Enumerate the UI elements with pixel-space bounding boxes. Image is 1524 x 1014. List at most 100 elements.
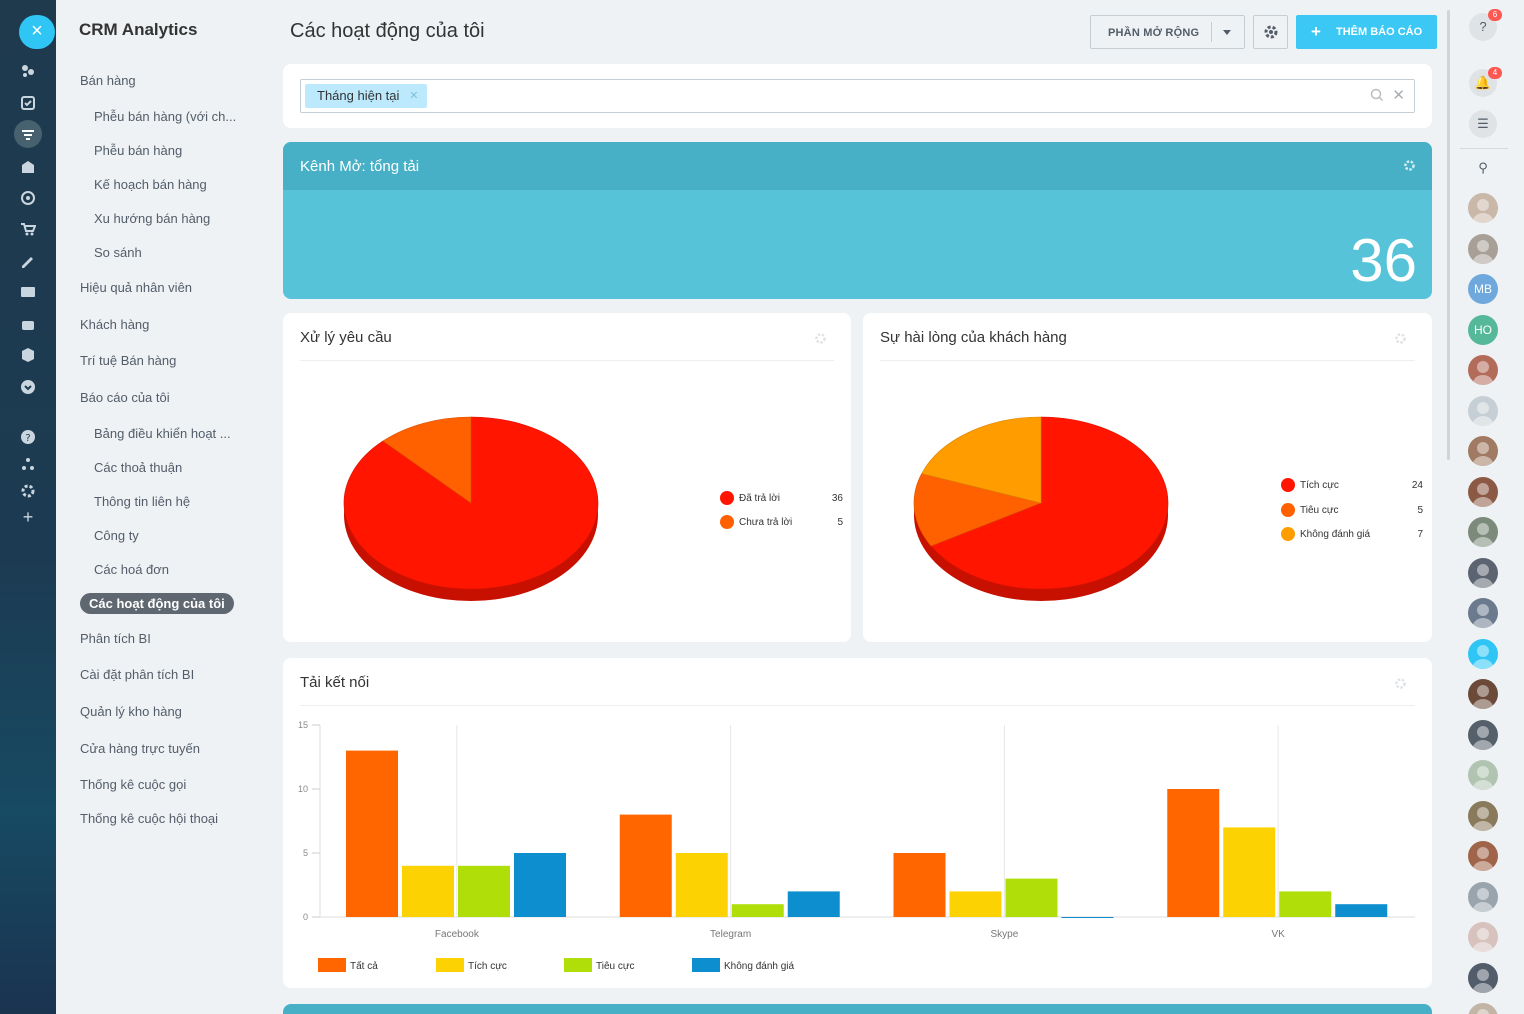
avatar[interactable]	[1468, 355, 1498, 385]
avatar[interactable]	[1468, 557, 1498, 588]
avatar[interactable]	[1468, 638, 1498, 669]
gear-icon[interactable]	[1403, 159, 1416, 172]
search-icon[interactable]	[1370, 88, 1384, 102]
menu-item-contacts[interactable]: Thông tin liên hệ	[94, 494, 191, 509]
filter-chip[interactable]: Tháng hiện tại ✕	[305, 84, 428, 108]
avatar[interactable]	[1468, 476, 1498, 507]
bar[interactable]	[949, 891, 1002, 917]
menu-item-employee-efficiency[interactable]: Hiệu quả nhân viên	[80, 280, 193, 295]
bar[interactable]	[731, 904, 784, 917]
menu-item-bi-analytics[interactable]: Phân tích BI	[80, 631, 151, 646]
gear-icon[interactable]	[1394, 677, 1407, 690]
menu-item-my-reports[interactable]: Báo cáo của tôi	[80, 390, 170, 405]
avatar[interactable]	[1468, 719, 1498, 750]
menu-item-companies[interactable]: Công ty	[94, 528, 139, 543]
bar[interactable]	[1223, 827, 1276, 917]
avatar[interactable]	[1468, 800, 1498, 831]
clear-icon[interactable]: ✕	[1392, 87, 1405, 104]
menu-item-sales-funnel[interactable]: Phễu bán hàng	[94, 143, 183, 158]
close-icon[interactable]: ✕	[409, 90, 419, 102]
bar[interactable]	[458, 865, 510, 917]
sign-icon[interactable]	[18, 250, 38, 270]
gear-icon[interactable]	[1394, 332, 1407, 345]
menu-item-online-store[interactable]: Cửa hàng trực tuyến	[80, 741, 201, 756]
avatar[interactable]	[1468, 598, 1498, 628]
add-icon[interactable]: +	[22, 507, 34, 527]
avatar[interactable]	[1468, 233, 1498, 264]
menu-item-call-stats[interactable]: Thống kê cuộc gọi	[80, 777, 187, 792]
menu-item-activity-dashboard[interactable]: Bảng điều khiển hoạt ...	[94, 426, 231, 441]
contact-card-icon[interactable]	[18, 281, 38, 301]
structure-icon[interactable]	[18, 453, 38, 473]
menu-item-my-activities[interactable]: Các hoạt động của tôi	[80, 593, 234, 614]
avatar[interactable]	[1468, 395, 1498, 426]
bar[interactable]	[346, 750, 398, 917]
avatar[interactable]	[1468, 881, 1498, 912]
menu-item-sales-plan[interactable]: Kế hoạch bán hàng	[94, 177, 207, 192]
bar[interactable]	[1279, 891, 1332, 917]
pie-slice[interactable]	[930, 416, 1169, 590]
pie-slice[interactable]	[913, 473, 1042, 547]
pie-slice[interactable]	[382, 416, 472, 504]
menu-item-customers[interactable]: Khách hàng	[80, 317, 150, 332]
extension-button[interactable]: PHẦN MỞ RỘNG	[1090, 15, 1245, 49]
avatar[interactable]	[1468, 193, 1498, 223]
menu-item-conversation-stats[interactable]: Thống kê cuộc hội thoại	[80, 811, 219, 826]
menu-item-inventory[interactable]: Quản lý kho hàng	[80, 704, 182, 719]
avatar[interactable]	[1468, 1003, 1498, 1014]
avatar[interactable]	[1468, 436, 1498, 466]
add-report-button[interactable]: + THÊM BÁO CÁO	[1296, 15, 1437, 49]
menu-item-sales-trends[interactable]: Xu hướng bán hàng	[94, 211, 211, 226]
target-icon[interactable]	[18, 187, 38, 207]
menu-item-sales[interactable]: Bán hàng	[80, 73, 136, 88]
avatar[interactable]	[1468, 679, 1498, 709]
bar[interactable]	[1335, 904, 1388, 917]
legend-swatch	[436, 958, 464, 972]
crm-filter-icon[interactable]	[14, 120, 42, 148]
bar[interactable]	[619, 814, 672, 917]
avatar[interactable]: MB	[1468, 274, 1498, 304]
bar[interactable]	[893, 853, 946, 917]
search-icon[interactable]: ⚲	[1478, 160, 1488, 175]
chevron-down-icon[interactable]	[1223, 30, 1231, 35]
scrollbar[interactable]	[1447, 10, 1450, 460]
chat-icon[interactable]: ☰	[1469, 110, 1497, 138]
tasks-icon[interactable]	[18, 92, 38, 112]
settings-button[interactable]	[1253, 15, 1288, 49]
close-icon[interactable]: ×	[19, 15, 55, 49]
bar[interactable]	[675, 853, 728, 917]
legend-value: 5	[837, 517, 843, 528]
robot-icon[interactable]	[18, 313, 38, 333]
settings-icon[interactable]	[18, 480, 38, 500]
filter-search-input[interactable]: Tháng hiện tại ✕ ✕	[300, 79, 1415, 113]
gear-icon[interactable]	[814, 332, 827, 345]
avatar[interactable]	[1468, 517, 1498, 547]
bar[interactable]	[402, 865, 454, 917]
person-icon	[1472, 725, 1494, 750]
bar[interactable]	[514, 853, 566, 917]
legend-swatch	[692, 958, 720, 972]
cart-icon[interactable]	[18, 218, 38, 238]
activity-stream-icon[interactable]	[18, 60, 38, 80]
bar[interactable]	[1061, 917, 1114, 918]
company-icon[interactable]	[18, 156, 38, 176]
chevron-down-circle-icon[interactable]	[18, 376, 38, 396]
menu-item-sales-intelligence[interactable]: Trí tuệ Bán hàng	[80, 353, 177, 368]
avatar[interactable]	[1468, 841, 1498, 871]
menu-item-invoices[interactable]: Các hoá đơn	[94, 562, 170, 577]
bar[interactable]	[787, 891, 840, 917]
box-icon[interactable]	[18, 344, 38, 364]
bar[interactable]	[1167, 789, 1220, 917]
menu-item-compare[interactable]: So sánh	[94, 245, 142, 260]
legend-swatch	[318, 958, 346, 972]
avatar[interactable]	[1468, 922, 1498, 952]
avatar[interactable]: HO	[1468, 314, 1498, 345]
avatar[interactable]	[1468, 962, 1498, 993]
menu-item-sales-funnel-extended[interactable]: Phễu bán hàng (với ch...	[94, 109, 237, 124]
pie-slice[interactable]	[921, 416, 1042, 504]
avatar[interactable]	[1468, 760, 1498, 790]
menu-item-deals[interactable]: Các thoả thuận	[94, 460, 183, 475]
menu-item-bi-settings[interactable]: Cài đặt phân tích BI	[80, 667, 195, 682]
help-icon[interactable]: ?	[18, 426, 38, 446]
bar[interactable]	[1005, 878, 1058, 917]
